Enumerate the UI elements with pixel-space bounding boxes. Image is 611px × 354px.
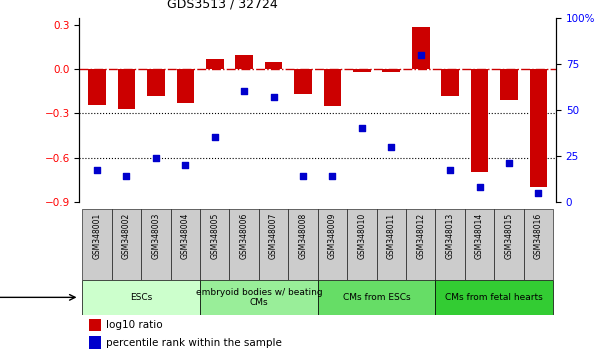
Text: GSM348014: GSM348014 [475,212,484,259]
FancyBboxPatch shape [436,280,553,315]
Bar [147,69,165,96]
Point [151,155,161,160]
FancyBboxPatch shape [82,209,112,280]
Bar [206,59,224,69]
Point [240,88,249,94]
Point [180,162,190,168]
Point [327,173,337,179]
Text: log10 ratio: log10 ratio [106,320,163,330]
FancyBboxPatch shape [494,209,524,280]
FancyBboxPatch shape [465,209,494,280]
Point [475,184,485,190]
FancyBboxPatch shape [200,280,318,315]
Point [92,168,102,173]
FancyBboxPatch shape [170,209,200,280]
Bar [89,336,101,349]
Bar [382,69,400,72]
Point [445,168,455,173]
Text: percentile rank within the sample: percentile rank within the sample [106,338,282,348]
Text: GDS3513 / 32724: GDS3513 / 32724 [167,0,278,11]
Bar [265,62,282,69]
Text: CMs from ESCs: CMs from ESCs [343,293,411,302]
Bar [353,69,371,72]
Bar [412,27,430,69]
FancyBboxPatch shape [288,209,318,280]
Text: GSM348006: GSM348006 [240,212,249,259]
Text: GSM348012: GSM348012 [416,212,425,258]
Text: GSM348009: GSM348009 [328,212,337,259]
Bar [500,69,518,100]
Point [210,135,219,140]
Bar [235,55,253,69]
Text: GSM348011: GSM348011 [387,212,396,258]
FancyBboxPatch shape [82,280,200,315]
Bar [118,69,135,109]
FancyBboxPatch shape [406,209,436,280]
Text: GSM348004: GSM348004 [181,212,190,259]
FancyBboxPatch shape [230,209,259,280]
Text: ESCs: ESCs [130,293,152,302]
Point [416,52,426,57]
Point [298,173,308,179]
Text: GSM348007: GSM348007 [269,212,278,259]
Text: GSM348003: GSM348003 [152,212,161,259]
FancyBboxPatch shape [524,209,553,280]
Text: GSM348010: GSM348010 [357,212,367,259]
Point [533,190,543,195]
Text: CMs from fetal hearts: CMs from fetal hearts [445,293,543,302]
Text: GSM348008: GSM348008 [299,212,307,259]
FancyBboxPatch shape [200,209,230,280]
FancyBboxPatch shape [112,209,141,280]
Point [269,94,279,100]
FancyBboxPatch shape [376,209,406,280]
Bar [294,69,312,94]
FancyBboxPatch shape [347,209,376,280]
Text: GSM348015: GSM348015 [505,212,513,259]
Text: GSM348016: GSM348016 [534,212,543,259]
FancyBboxPatch shape [141,209,170,280]
Bar [441,69,459,96]
FancyBboxPatch shape [259,209,288,280]
Text: GSM348005: GSM348005 [210,212,219,259]
Text: GSM348013: GSM348013 [445,212,455,259]
FancyBboxPatch shape [318,280,436,315]
Point [357,125,367,131]
Bar [88,69,106,104]
FancyBboxPatch shape [318,209,347,280]
Bar [177,69,194,103]
Text: embryoid bodies w/ beating
CMs: embryoid bodies w/ beating CMs [196,288,322,307]
Bar [324,69,342,106]
Point [504,160,514,166]
Text: GSM348002: GSM348002 [122,212,131,259]
Bar [530,69,547,187]
FancyBboxPatch shape [436,209,465,280]
Bar [89,319,101,331]
Bar [470,69,488,172]
Point [386,144,396,149]
Point [122,173,131,179]
Text: GSM348001: GSM348001 [93,212,101,259]
